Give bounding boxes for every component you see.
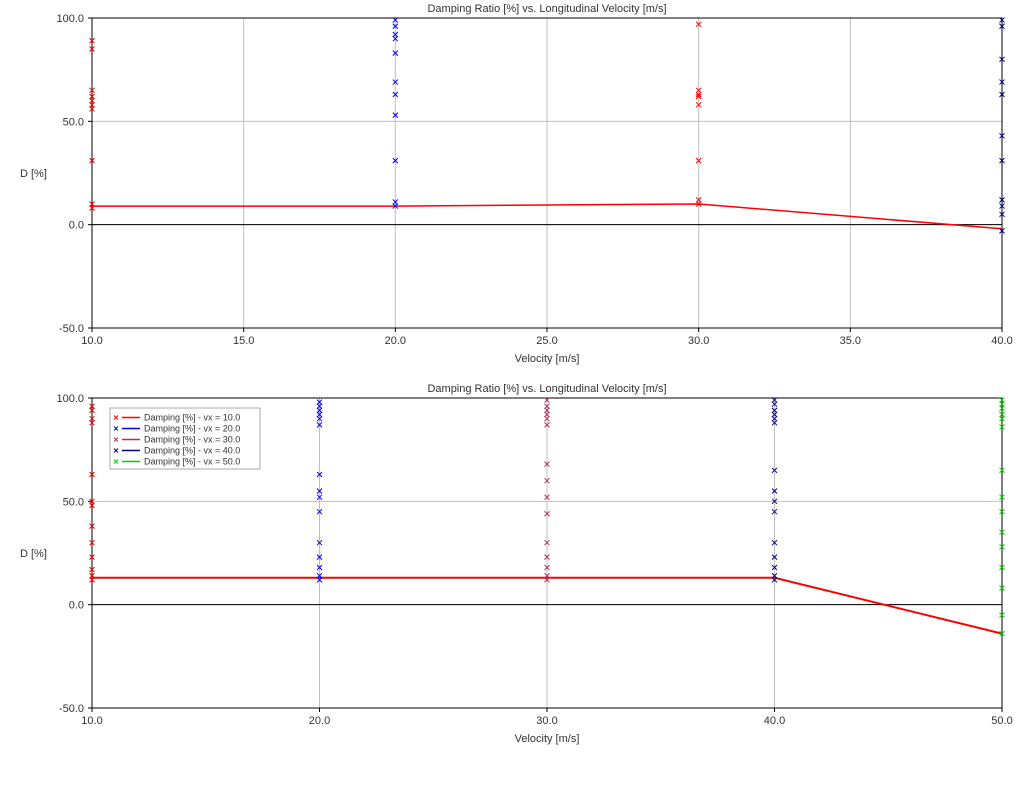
legend-label: Damping [%] - vx = 30.0	[144, 435, 240, 445]
chart-title: Damping Ratio [%] vs. Longitudinal Veloc…	[427, 383, 666, 395]
xtick-label: 25.0	[536, 335, 557, 347]
ytick-label: 0.0	[69, 220, 84, 232]
xtick-label: 10.0	[81, 335, 102, 347]
chart-top: Damping Ratio [%] vs. Longitudinal Veloc…	[0, 0, 1034, 380]
legend-label: Damping [%] - vx = 10.0	[144, 413, 240, 423]
chart-top-svg: Damping Ratio [%] vs. Longitudinal Veloc…	[0, 0, 1034, 380]
xtick-label: 15.0	[233, 335, 254, 347]
ytick-label: -50.0	[59, 323, 84, 335]
ytick-label: 100.0	[56, 393, 84, 405]
legend-label: Damping [%] - vx = 40.0	[144, 446, 240, 456]
xtick-label: 35.0	[840, 335, 861, 347]
chart-bottom-svg: Damping Ratio [%] vs. Longitudinal Veloc…	[0, 380, 1034, 760]
ylabel: D [%]	[20, 548, 47, 560]
legend-label: Damping [%] - vx = 20.0	[144, 424, 240, 434]
xtick-label: 40.0	[991, 335, 1012, 347]
xtick-label: 20.0	[385, 335, 406, 347]
ylabel: D [%]	[20, 168, 47, 180]
xtick-label: 40.0	[764, 715, 785, 727]
ytick-label: -50.0	[59, 703, 84, 715]
ytick-label: 50.0	[63, 496, 84, 508]
xtick-label: 30.0	[536, 715, 557, 727]
xtick-label: 20.0	[309, 715, 330, 727]
xtick-label: 10.0	[81, 715, 102, 727]
chart-bottom: Damping Ratio [%] vs. Longitudinal Veloc…	[0, 380, 1034, 760]
ytick-label: 0.0	[69, 600, 84, 612]
xlabel: Velocity [m/s]	[515, 733, 580, 745]
ytick-label: 50.0	[63, 116, 84, 128]
legend-label: Damping [%] - vx = 50.0	[144, 457, 240, 467]
chart-title: Damping Ratio [%] vs. Longitudinal Veloc…	[427, 3, 666, 15]
xlabel: Velocity [m/s]	[515, 353, 580, 365]
xtick-label: 50.0	[991, 715, 1012, 727]
ytick-label: 100.0	[56, 13, 84, 25]
xtick-label: 30.0	[688, 335, 709, 347]
